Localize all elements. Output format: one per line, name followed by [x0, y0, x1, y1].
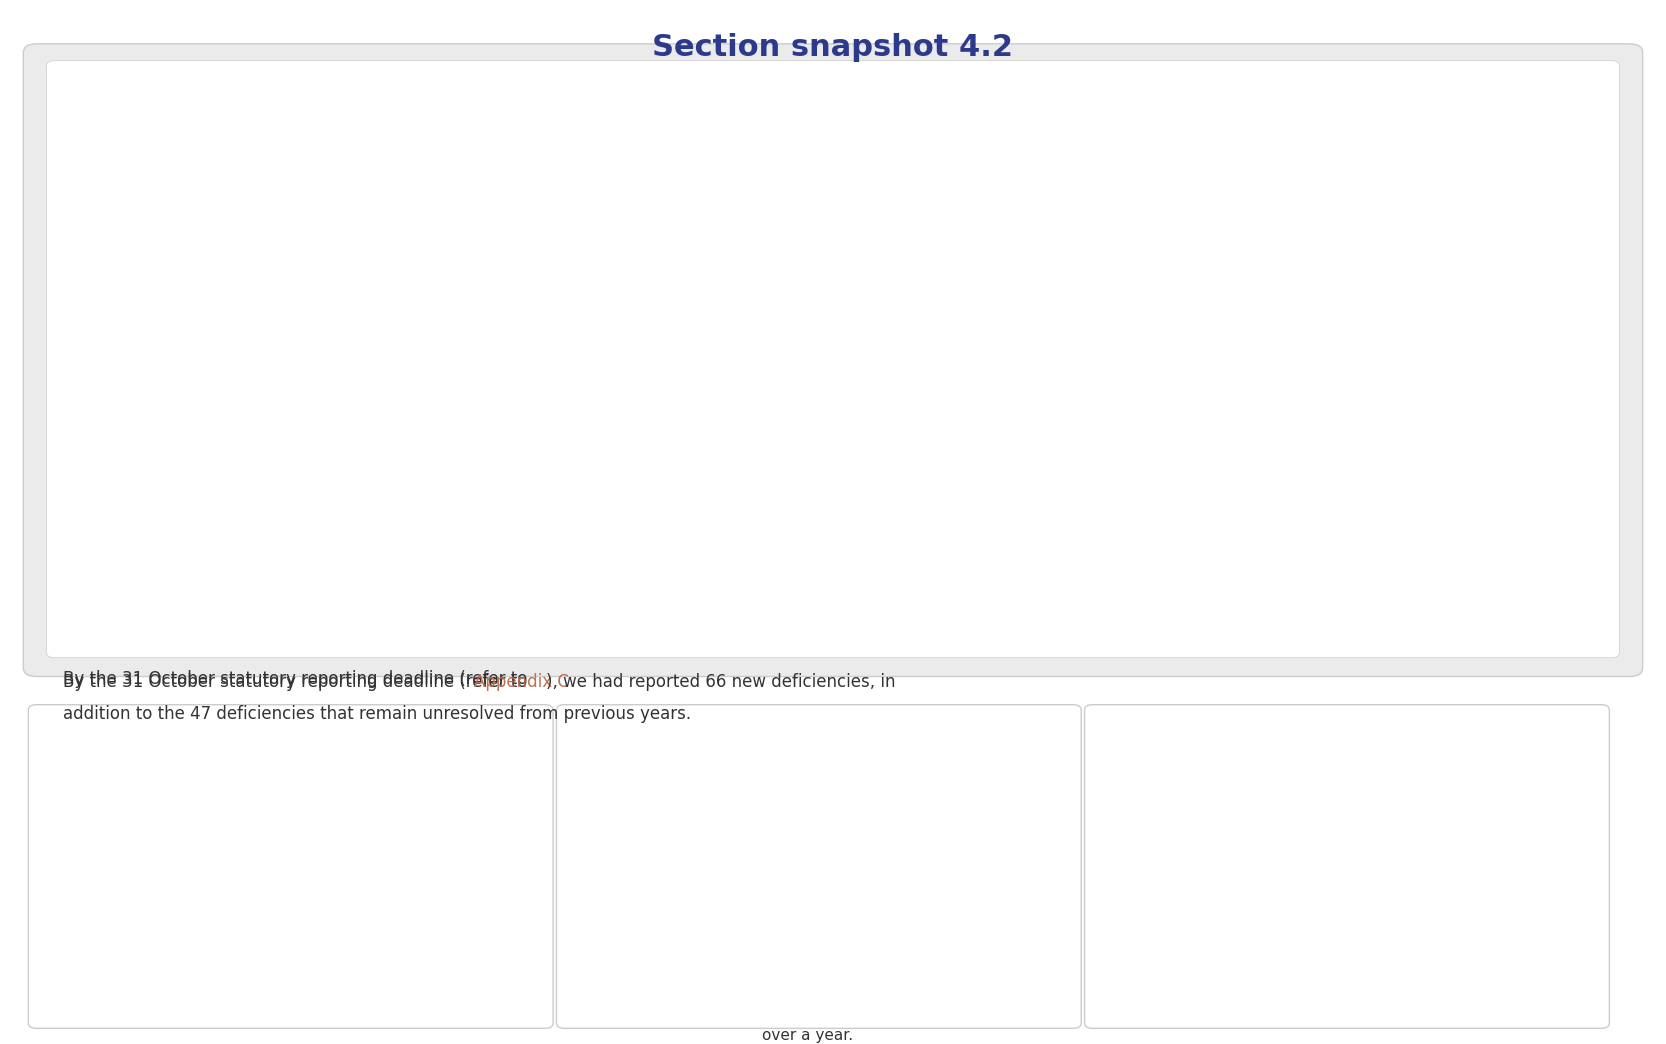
Bar	[685, 244, 711, 278]
Text: 56: 56	[82, 260, 107, 278]
Text: By the 31 October statutory reporting deadline (refer to: By the 31 October statutory reporting de…	[63, 670, 533, 688]
Text: Systems users having more access than they need.: Systems users having more access than th…	[731, 175, 1126, 190]
Text: addition to the 47 deficiencies that remain unresolved from previous years.: addition to the 47 deficiencies that rem…	[63, 705, 691, 722]
Text: Not having strong controls for passwords to access
systems.: Not having strong controls for passwords…	[731, 244, 1123, 277]
Text: have one or more: have one or more	[761, 927, 898, 942]
Text: systems this year: systems this year	[298, 508, 435, 523]
Text: We found the following deficiencies at councils:: We found the following deficiencies at c…	[685, 93, 1170, 111]
Text: in
their information systems.: in their information systems.	[761, 833, 963, 865]
Text: significant deficiencies: significant deficiencies	[761, 800, 960, 815]
Text: 11: 11	[630, 264, 655, 282]
Bar	[685, 166, 711, 199]
Text: that
have not been resolved for
over a year.: that have not been resolved for over a y…	[761, 994, 968, 1044]
FancyBboxPatch shape	[590, 742, 726, 936]
Text: Having gaps in their cyber and system security controls.: Having gaps in their cyber and system se…	[731, 512, 1165, 526]
Text: to their staff.: to their staff.	[1306, 951, 1404, 967]
Text: ×: ×	[615, 789, 626, 802]
Text: have at
least one deficiency in
their: have at least one deficiency in their	[237, 773, 410, 823]
FancyBboxPatch shape	[625, 731, 698, 766]
Text: 22: 22	[718, 413, 743, 431]
Text: By the 31 October statutory reporting deadline (refer to: By the 31 October statutory reporting de…	[63, 673, 533, 691]
Text: 10: 10	[443, 157, 468, 175]
Wedge shape	[360, 46, 415, 266]
Text: Not having complete, up-to-date policies and procedures.: Not having complete, up-to-date policies…	[731, 427, 1173, 443]
Text: Having other deficiencies in information systems.: Having other deficiencies in information…	[731, 590, 1111, 604]
Text: 113: 113	[323, 375, 410, 417]
Wedge shape	[466, 80, 665, 321]
Text: deficiencies in information: deficiencies in information	[265, 453, 468, 469]
Wedge shape	[590, 256, 858, 538]
Wedge shape	[393, 49, 546, 284]
Text: 24 per cent of: 24 per cent of	[1306, 725, 1438, 742]
Text: information
technology systems: information technology systems	[237, 870, 408, 902]
Text: 45 councils: 45 councils	[237, 728, 342, 745]
FancyBboxPatch shape	[1120, 749, 1256, 906]
Bar	[685, 328, 711, 361]
Bar	[685, 502, 711, 536]
Text: Section snapshot 4.2: Section snapshot 4.2	[653, 33, 1013, 63]
Text: 14 councils: 14 councils	[761, 725, 866, 742]
Text: 10: 10	[541, 196, 566, 214]
FancyBboxPatch shape	[55, 739, 202, 867]
Text: ), we had reported 66 new deficiencies, in: ), we had reported 66 new deficiencies, …	[546, 673, 895, 691]
Circle shape	[1215, 780, 1269, 813]
Text: councils we
surveyed have not
provided: councils we surveyed have not provided	[1306, 769, 1449, 820]
Text: cyber
security training: cyber security training	[1306, 867, 1449, 899]
Text: have one or more: have one or more	[761, 766, 898, 782]
Text: 4: 4	[377, 147, 388, 165]
Text: Appendix C: Appendix C	[473, 673, 568, 691]
Bar	[685, 418, 711, 452]
Text: 14 councils: 14 councils	[761, 884, 866, 903]
Wedge shape	[0, 46, 363, 538]
Text: ×: ×	[615, 850, 626, 862]
Text: Not having good processes to manage changes to
systems.: Not having good processes to manage chan…	[731, 329, 1116, 361]
Wedge shape	[533, 147, 768, 381]
Text: (2021–22: 48 councils).: (2021–22: 48 councils).	[237, 954, 415, 969]
Bar	[685, 580, 711, 614]
Text: significant deficiencies: significant deficiencies	[761, 960, 960, 975]
Text: ×: ×	[615, 820, 626, 832]
